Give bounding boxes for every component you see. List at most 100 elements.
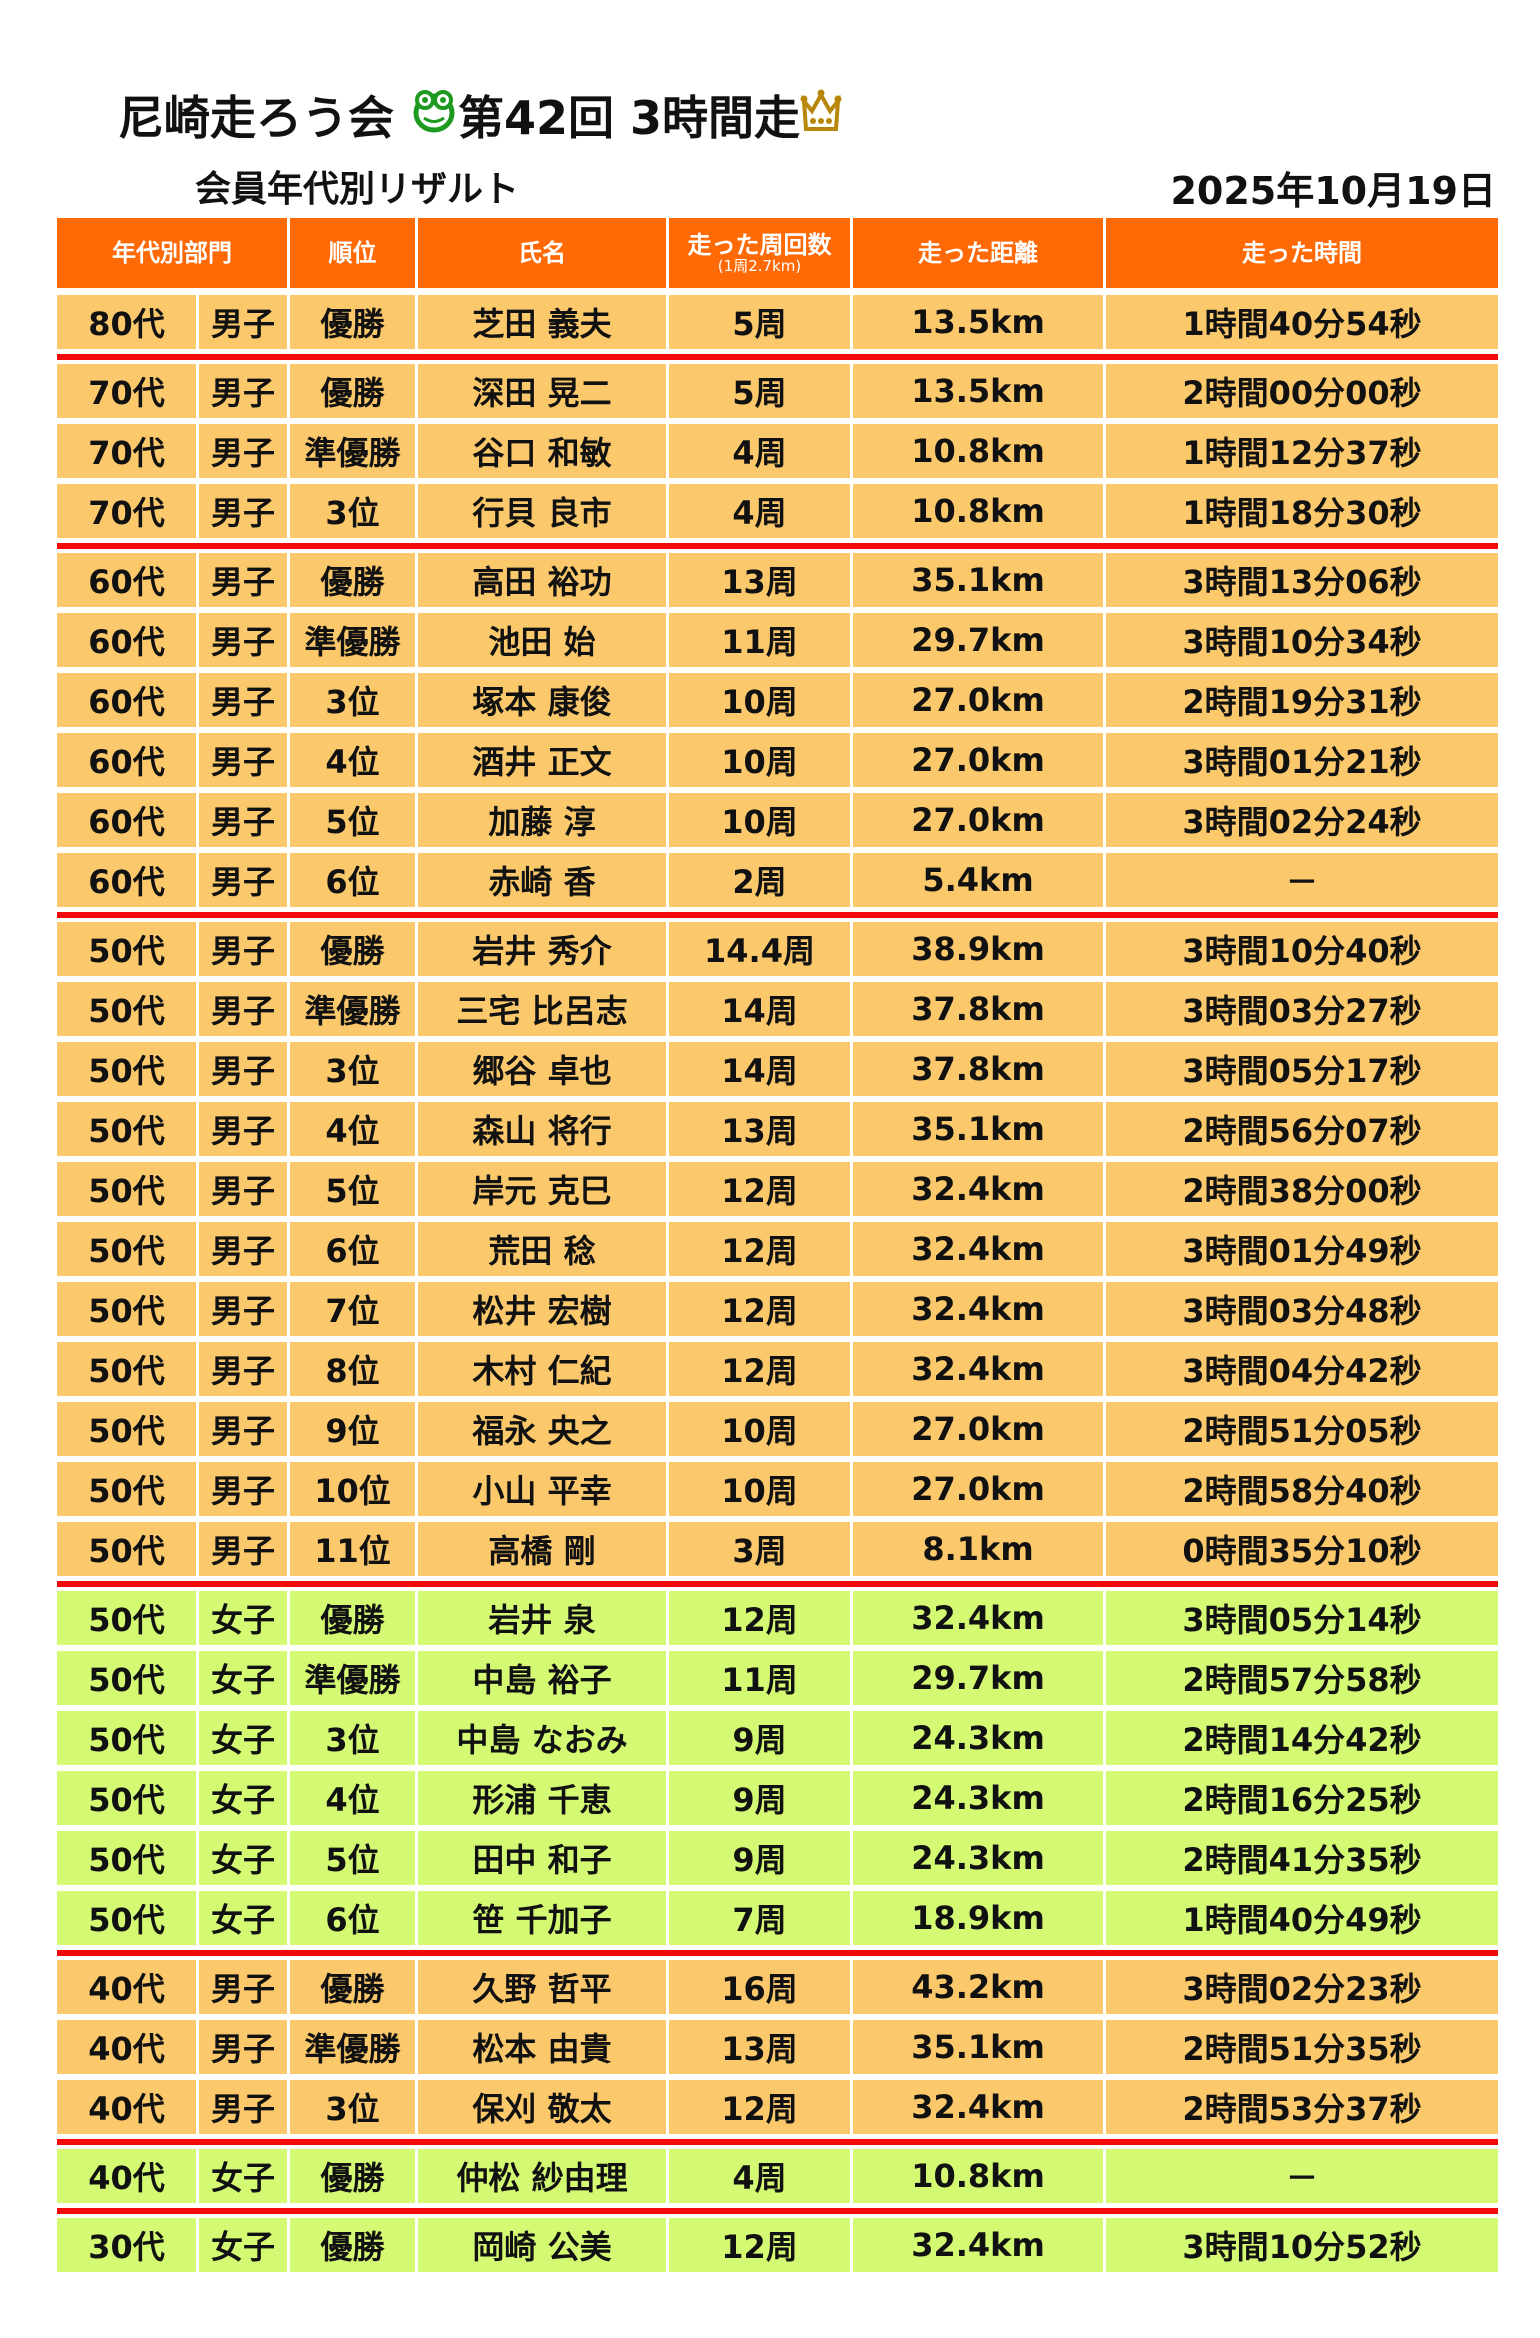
page-subtitle: 会員年代別リザルト <box>195 169 520 210</box>
laps-cell: 9周 <box>669 1831 853 1885</box>
name-cell: 三宅 比呂志 <box>418 982 669 1036</box>
laps-cell: 13周 <box>669 553 853 607</box>
distance-cell: 10.8km <box>853 424 1106 478</box>
age-cell: 50代 <box>57 1222 199 1276</box>
gender-cell: 男子 <box>199 364 290 418</box>
distance-cell: 32.4km <box>853 2218 1106 2272</box>
time-cell: 3時間02分23秒 <box>1106 1960 1498 2014</box>
rank-cell: 8位 <box>290 1342 418 1396</box>
gender-cell: 男子 <box>199 295 290 349</box>
time-cell: 2時間41分35秒 <box>1106 1831 1498 1885</box>
rank-cell: 6位 <box>290 853 418 907</box>
col-header-division: 年代別部門 <box>57 218 290 288</box>
laps-cell: 14.4周 <box>669 922 853 976</box>
table-header: 年代別部門 順位 氏名 走った周回数 (1周2.7km) 走った距離 走った時間 <box>57 218 1498 288</box>
age-cell: 50代 <box>57 1102 199 1156</box>
rank-cell: 6位 <box>290 1891 418 1945</box>
time-cell: 3時間05分14秒 <box>1106 1591 1498 1645</box>
table-row: 50代 男子 9位 福永 央之 10周 27.0km 2時間51分05秒 <box>57 1402 1498 1456</box>
age-cell: 70代 <box>57 484 199 538</box>
age-cell: 50代 <box>57 1891 199 1945</box>
col-header-name: 氏名 <box>418 218 669 288</box>
distance-cell: 13.5km <box>853 364 1106 418</box>
group-divider <box>57 354 1498 360</box>
time-cell: 2時間56分07秒 <box>1106 1102 1498 1156</box>
rank-cell: 4位 <box>290 733 418 787</box>
laps-cell: 16周 <box>669 1960 853 2014</box>
time-cell: 3時間10分52秒 <box>1106 2218 1498 2272</box>
distance-cell: 29.7km <box>853 1651 1106 1705</box>
table-row: 70代 男子 優勝 深田 晃二 5周 13.5km 2時間00分00秒 <box>57 364 1498 418</box>
rank-cell: 優勝 <box>290 2218 418 2272</box>
distance-cell: 24.3km <box>853 1771 1106 1825</box>
gender-cell: 男子 <box>199 2020 290 2074</box>
gender-cell: 女子 <box>199 2218 290 2272</box>
col-header-rank: 順位 <box>290 218 418 288</box>
table-row: 50代 女子 準優勝 中島 裕子 11周 29.7km 2時間57分58秒 <box>57 1651 1498 1705</box>
distance-cell: 32.4km <box>853 1591 1106 1645</box>
laps-cell: 4周 <box>669 424 853 478</box>
age-cell: 60代 <box>57 853 199 907</box>
frog-icon <box>410 86 458 145</box>
group-divider <box>57 1581 1498 1587</box>
time-cell: 3時間10分40秒 <box>1106 922 1498 976</box>
name-cell: 深田 晃二 <box>418 364 669 418</box>
group-divider <box>57 2208 1498 2214</box>
name-cell: 岡崎 公美 <box>418 2218 669 2272</box>
table-row: 50代 男子 優勝 岩井 秀介 14.4周 38.9km 3時間10分40秒 <box>57 922 1498 976</box>
group-divider <box>57 1950 1498 1956</box>
laps-cell: 12周 <box>669 1342 853 1396</box>
age-cell: 50代 <box>57 1771 199 1825</box>
gender-cell: 男子 <box>199 484 290 538</box>
rank-cell: 優勝 <box>290 1591 418 1645</box>
age-cell: 60代 <box>57 553 199 607</box>
age-cell: 40代 <box>57 1960 199 2014</box>
table-row: 30代 女子 優勝 岡崎 公美 12周 32.4km 3時間10分52秒 <box>57 2218 1498 2272</box>
time-cell: － <box>1106 853 1498 907</box>
laps-cell: 12周 <box>669 1162 853 1216</box>
laps-cell: 11周 <box>669 613 853 667</box>
rank-cell: 5位 <box>290 793 418 847</box>
rank-cell: 準優勝 <box>290 424 418 478</box>
distance-cell: 27.0km <box>853 673 1106 727</box>
distance-cell: 27.0km <box>853 1402 1106 1456</box>
age-cell: 50代 <box>57 982 199 1036</box>
laps-cell: 14周 <box>669 1042 853 1096</box>
name-cell: 岸元 克巳 <box>418 1162 669 1216</box>
laps-cell: 10周 <box>669 1462 853 1516</box>
lap-note: (1周2.7km) <box>717 256 802 275</box>
name-cell: 塚本 康俊 <box>418 673 669 727</box>
page-title: 尼崎走ろう会 第42回 3時間走 <box>118 82 842 148</box>
time-cell: 3時間05分17秒 <box>1106 1042 1498 1096</box>
age-cell: 40代 <box>57 2080 199 2134</box>
table-row: 60代 男子 6位 赤崎 香 2周 5.4km － <box>57 853 1498 907</box>
age-cell: 50代 <box>57 1162 199 1216</box>
rank-cell: 準優勝 <box>290 1651 418 1705</box>
age-cell: 40代 <box>57 2149 199 2203</box>
laps-cell: 7周 <box>669 1891 853 1945</box>
group-divider <box>57 2139 1498 2145</box>
age-cell: 50代 <box>57 1522 199 1576</box>
distance-cell: 38.9km <box>853 922 1106 976</box>
rank-cell: 4位 <box>290 1771 418 1825</box>
name-cell: 芝田 義夫 <box>418 295 669 349</box>
gender-cell: 男子 <box>199 1042 290 1096</box>
time-cell: 2時間53分37秒 <box>1106 2080 1498 2134</box>
table-row: 60代 男子 4位 酒井 正文 10周 27.0km 3時間01分21秒 <box>57 733 1498 787</box>
laps-cell: 12周 <box>669 1591 853 1645</box>
name-cell: 小山 平幸 <box>418 1462 669 1516</box>
gender-cell: 男子 <box>199 793 290 847</box>
time-cell: 1時間40分49秒 <box>1106 1891 1498 1945</box>
crown-icon <box>800 87 842 144</box>
age-cell: 50代 <box>57 1591 199 1645</box>
name-cell: 池田 始 <box>418 613 669 667</box>
rank-cell: 優勝 <box>290 922 418 976</box>
time-cell: 3時間03分27秒 <box>1106 982 1498 1036</box>
group-divider <box>57 543 1498 549</box>
gender-cell: 男子 <box>199 922 290 976</box>
laps-cell: 12周 <box>669 2218 853 2272</box>
time-cell: 1時間12分37秒 <box>1106 424 1498 478</box>
gender-cell: 男子 <box>199 1402 290 1456</box>
results-table: 年代別部門 順位 氏名 走った周回数 (1周2.7km) 走った距離 走った時間… <box>57 218 1498 2278</box>
gender-cell: 男子 <box>199 1462 290 1516</box>
